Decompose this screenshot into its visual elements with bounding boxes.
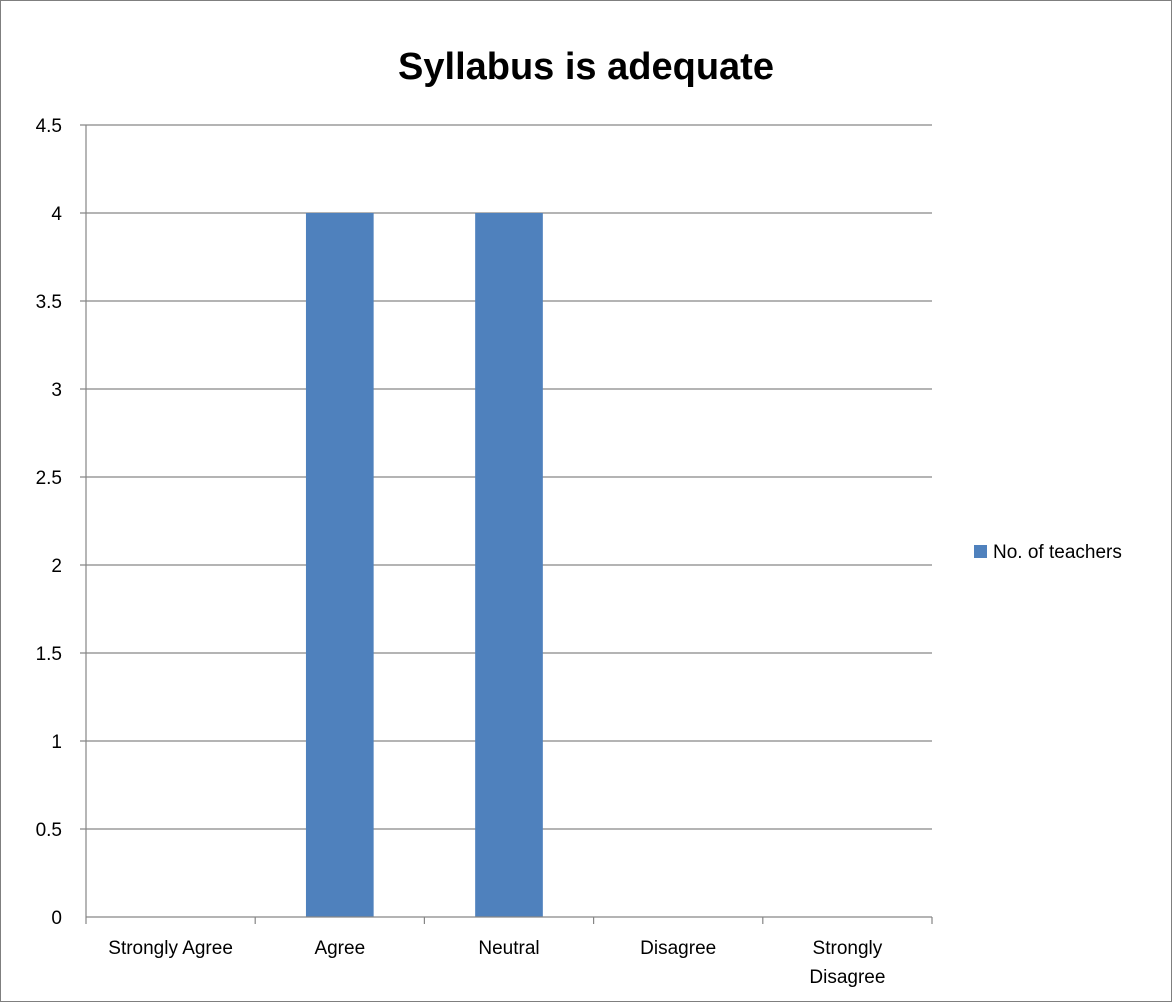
legend-label: No. of teachers	[993, 542, 1122, 563]
x-axis-tick-labels: Strongly Agree Agree Neutral Disagree Strong…	[108, 938, 885, 988]
y-tick-label: 3.5	[36, 292, 62, 313]
bar-neutral	[475, 213, 543, 917]
x-tick-label: Strongly Disagree	[809, 938, 885, 988]
y-tick-label: 0.5	[36, 820, 62, 841]
bars	[305, 213, 543, 917]
y-tick-label: 4	[51, 204, 62, 225]
y-tick-label: 1.5	[36, 644, 62, 665]
x-tick-label: Agree	[314, 938, 365, 959]
y-tick-label: 2	[51, 556, 62, 577]
y-tick-label: 4.5	[36, 116, 62, 137]
x-tick-label: Neutral	[478, 938, 539, 959]
legend-swatch	[974, 545, 987, 558]
x-tick-label: Disagree	[640, 938, 716, 959]
x-axis	[85, 916, 933, 924]
y-tick-label: 3	[51, 380, 62, 401]
bar-agree	[305, 213, 374, 917]
y-axis-tick-labels: 0 0.5 1 1.5 2 2.5 3 3.5 4 4.5	[36, 116, 63, 929]
x-tick-label: Strongly Agree	[108, 938, 233, 959]
y-tick-label: 1	[51, 732, 62, 753]
y-tick-label: 0	[51, 908, 62, 929]
chart-title: Syllabus is adequate	[398, 46, 774, 88]
legend: No. of teachers	[974, 542, 1122, 563]
y-tick-label: 2.5	[36, 468, 62, 489]
